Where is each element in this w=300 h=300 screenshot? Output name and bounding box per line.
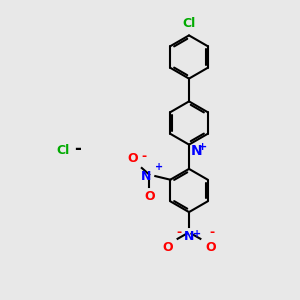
Text: O: O xyxy=(144,190,154,203)
Text: O: O xyxy=(127,152,138,165)
Text: N: N xyxy=(141,169,152,183)
Text: -: - xyxy=(176,226,181,239)
Text: -: - xyxy=(74,140,81,158)
Text: O: O xyxy=(162,241,173,254)
Text: N: N xyxy=(190,144,202,158)
Text: +: + xyxy=(198,142,207,152)
Text: O: O xyxy=(205,241,216,254)
Text: -: - xyxy=(141,150,146,163)
Text: +: + xyxy=(193,229,201,238)
Text: +: + xyxy=(155,162,163,172)
Text: -: - xyxy=(209,226,214,239)
Text: N: N xyxy=(184,230,194,243)
Text: Cl: Cl xyxy=(56,143,70,157)
Text: Cl: Cl xyxy=(182,17,196,30)
